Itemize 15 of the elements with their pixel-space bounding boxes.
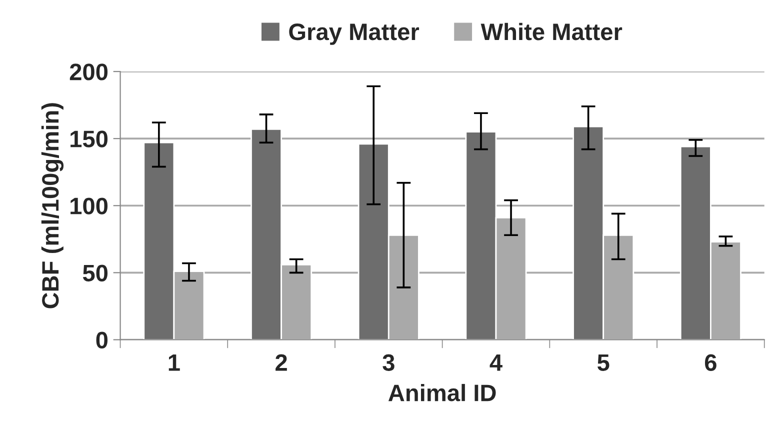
legend-label: White Matter [480, 22, 622, 40]
legend-label: Gray Matter [289, 24, 420, 45]
y-tick-label: 50 [82, 264, 108, 282]
x-tick-label: 1 [168, 354, 180, 371]
y-tick-label: 150 [70, 130, 108, 148]
x-tick-label: 4 [490, 354, 502, 371]
y-axis-title: CBF (ml/100g/min) [41, 103, 64, 308]
x-tick-label: 5 [598, 354, 610, 371]
y-tick-label: 200 [70, 64, 108, 80]
y-tick-label: 0 [96, 332, 108, 349]
x-axis-title: Animal ID [388, 384, 496, 402]
x-tick-label: 6 [704, 354, 716, 371]
x-tick-label: 3 [382, 354, 394, 371]
x-tick-label: 2 [276, 354, 287, 371]
y-tick-label: 100 [70, 198, 108, 214]
